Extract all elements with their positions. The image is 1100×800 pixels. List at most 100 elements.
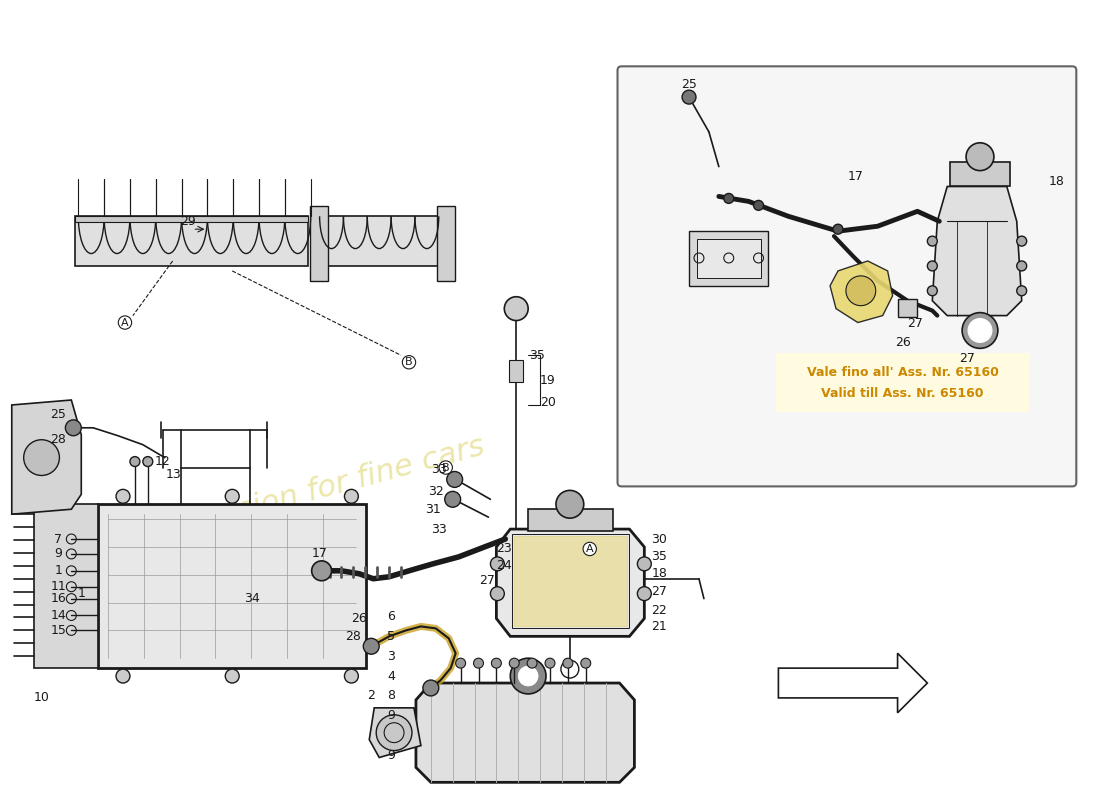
Bar (437, 206, 454, 281)
Text: 12: 12 (155, 455, 170, 468)
Text: B: B (405, 358, 412, 367)
Text: 1: 1 (55, 564, 63, 578)
Text: 6: 6 (387, 610, 395, 623)
Circle shape (927, 261, 937, 271)
Text: 27: 27 (480, 574, 495, 587)
Text: 9: 9 (387, 749, 395, 762)
Text: 32: 32 (428, 485, 443, 498)
Bar (515, 536, 627, 626)
Circle shape (444, 491, 461, 507)
Circle shape (492, 658, 502, 668)
Polygon shape (370, 708, 421, 758)
Bar (318, 216, 439, 266)
Text: 25: 25 (51, 408, 66, 422)
Circle shape (311, 561, 331, 581)
Circle shape (491, 586, 504, 601)
Circle shape (24, 440, 59, 475)
Polygon shape (496, 529, 645, 636)
Polygon shape (34, 504, 98, 668)
Text: 23: 23 (496, 542, 513, 555)
Text: 21: 21 (651, 620, 667, 633)
Text: 22: 22 (651, 604, 667, 617)
Circle shape (363, 638, 379, 654)
Polygon shape (779, 654, 927, 713)
Text: B: B (442, 462, 450, 473)
Circle shape (637, 586, 651, 601)
Text: 7: 7 (54, 533, 63, 546)
Text: 5: 5 (387, 630, 395, 643)
Text: 4: 4 (387, 670, 395, 682)
Text: 20: 20 (540, 397, 556, 410)
Circle shape (1016, 261, 1026, 271)
Circle shape (116, 490, 130, 503)
Polygon shape (830, 261, 892, 322)
Bar (950, 162, 1010, 186)
Text: 13: 13 (166, 468, 182, 481)
Polygon shape (12, 400, 81, 514)
Circle shape (556, 490, 584, 518)
Bar (513, 534, 629, 629)
Text: 27: 27 (959, 352, 975, 365)
Text: 35: 35 (529, 349, 544, 362)
Bar (310, 206, 328, 281)
Text: 9: 9 (387, 710, 395, 722)
Circle shape (527, 658, 537, 668)
Circle shape (226, 490, 239, 503)
FancyBboxPatch shape (617, 66, 1076, 486)
Circle shape (473, 658, 484, 668)
Bar (898, 298, 917, 317)
Circle shape (544, 658, 556, 668)
FancyBboxPatch shape (777, 354, 1028, 412)
Text: Valid till Ass. Nr. 65160: Valid till Ass. Nr. 65160 (822, 386, 983, 399)
Circle shape (344, 490, 359, 503)
Circle shape (344, 669, 359, 683)
Text: 34: 34 (244, 592, 260, 605)
Circle shape (491, 557, 504, 571)
Text: 17: 17 (311, 547, 328, 561)
Circle shape (754, 200, 763, 210)
Polygon shape (933, 186, 1022, 315)
Text: 33: 33 (431, 522, 447, 535)
Text: 31: 31 (425, 502, 441, 516)
Circle shape (846, 276, 876, 306)
Text: 25: 25 (681, 78, 697, 90)
Text: A: A (586, 544, 594, 554)
Circle shape (510, 658, 546, 694)
Circle shape (724, 194, 734, 203)
Bar (75, 216, 308, 222)
Text: 33: 33 (431, 463, 447, 476)
Text: 27: 27 (908, 317, 923, 330)
Text: Vale fino all' Ass. Nr. 65160: Vale fino all' Ass. Nr. 65160 (806, 366, 999, 378)
Text: 17: 17 (848, 170, 864, 183)
Bar (697, 239, 760, 278)
Circle shape (927, 236, 937, 246)
Text: 26: 26 (352, 612, 367, 625)
Circle shape (518, 666, 538, 686)
Text: 10: 10 (34, 691, 50, 705)
Text: 2: 2 (367, 690, 375, 702)
Text: 35: 35 (651, 550, 668, 563)
Circle shape (968, 318, 992, 342)
Bar (689, 231, 769, 286)
Circle shape (447, 471, 463, 487)
Circle shape (116, 669, 130, 683)
Circle shape (927, 286, 937, 296)
Circle shape (1016, 286, 1026, 296)
Text: 18: 18 (1048, 175, 1065, 188)
Text: 19: 19 (540, 374, 556, 386)
Text: 9: 9 (55, 547, 63, 561)
Text: 8: 8 (387, 690, 395, 702)
Circle shape (637, 557, 651, 571)
Circle shape (682, 90, 696, 104)
Text: 16: 16 (51, 592, 66, 605)
Circle shape (962, 313, 998, 348)
Text: a passion for fine cars: a passion for fine cars (155, 432, 488, 547)
Circle shape (966, 142, 994, 170)
Circle shape (1016, 236, 1026, 246)
Bar (75, 216, 308, 266)
Circle shape (504, 297, 528, 321)
Text: 14: 14 (51, 609, 66, 622)
Circle shape (143, 457, 153, 466)
Circle shape (455, 658, 465, 668)
Text: 30: 30 (651, 533, 668, 546)
